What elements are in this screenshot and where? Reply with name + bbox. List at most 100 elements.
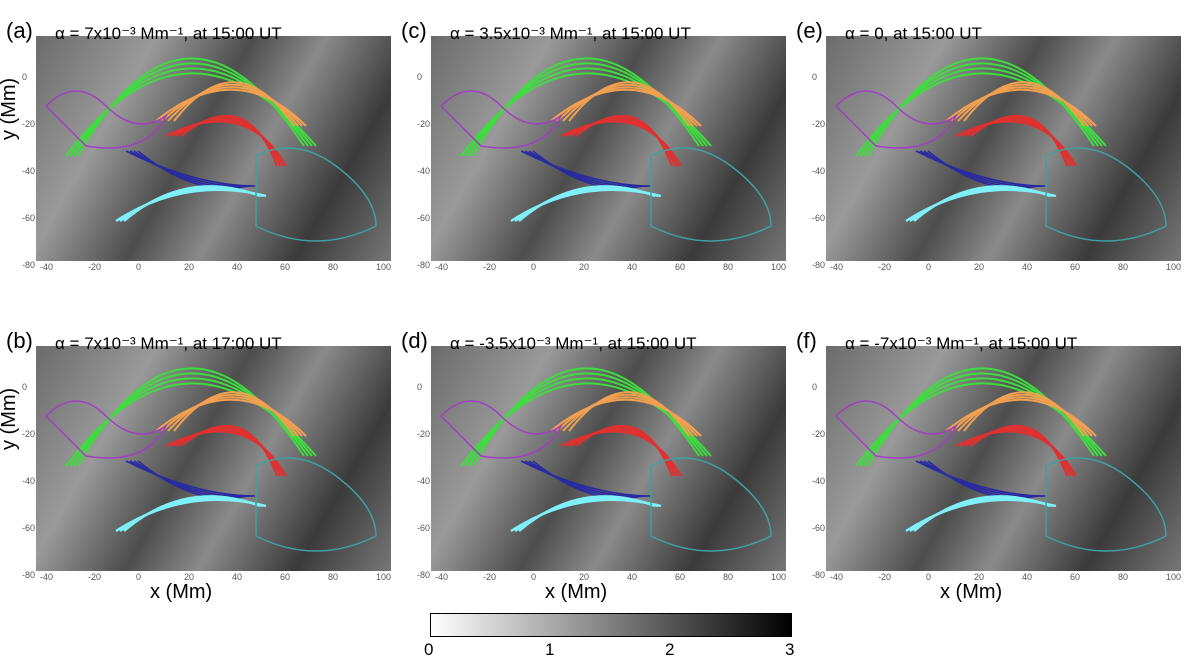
orange-field-line: [550, 88, 702, 127]
x-tick: -40: [40, 262, 54, 272]
x-tick: 0: [926, 572, 932, 582]
panel-label: (f): [796, 328, 817, 353]
x-tick: 60: [675, 262, 686, 272]
cyan-field-line: [909, 496, 1054, 532]
x-tick: 80: [328, 572, 339, 582]
panel-label: (a): [6, 18, 33, 43]
y-tick: -80: [812, 260, 826, 270]
teal-contour: [650, 147, 772, 242]
x-tick: 20: [579, 572, 590, 582]
x-tick: 0: [136, 572, 142, 582]
y-tick: 0: [22, 382, 28, 392]
purple-contour: [44, 90, 168, 149]
panel-e: (e) α = 0, at 15:00 UT 0 -20 -40 -60 -80 -40 -20…: [790, 0, 1185, 300]
x-axis-label: x (Mm): [150, 581, 213, 603]
panel-title: α = 7x10⁻³ Mm⁻¹, at 15:00 UT: [55, 24, 282, 43]
field-lines: [834, 57, 1167, 242]
x-tick: -20: [483, 572, 497, 582]
teal-contour: [255, 457, 377, 552]
cyan-field-line: [913, 185, 1051, 222]
purple-contour: [439, 90, 563, 149]
orange-field-line: [173, 81, 295, 127]
y-tick: -40: [417, 166, 431, 176]
panel-b: (b) α = 7x10⁻³ Mm⁻¹, at 17:00 UT y (Mm) x (…: [0, 310, 395, 610]
cyan-field-line: [123, 495, 261, 532]
x-tick: 40: [1022, 572, 1033, 582]
y-axis-label: y (Mm): [0, 387, 20, 450]
y-tick: -20: [22, 119, 36, 129]
panel-title: α = 0, at 15:00 UT: [845, 24, 982, 43]
orange-field-line: [963, 391, 1085, 437]
teal-contour: [650, 457, 772, 552]
teal-contour: [255, 147, 377, 242]
y-tick: -40: [812, 166, 826, 176]
x-tick: -20: [88, 572, 102, 582]
orange-field-line: [161, 86, 303, 127]
cyan-field-line: [905, 498, 1057, 533]
orange-field-line: [963, 81, 1085, 127]
x-tick: 60: [675, 572, 686, 582]
x-tick: -40: [40, 572, 54, 582]
x-axis-label: x (Mm): [940, 581, 1003, 603]
x-tick: 0: [926, 262, 932, 272]
x-axis-label: x (Mm): [545, 581, 608, 603]
field-lines: [439, 367, 772, 552]
y-tick: 0: [22, 72, 28, 82]
panel-title: α = 7x10⁻³ Mm⁻¹, at 17:00 UT: [55, 334, 282, 353]
y-tick: 0: [417, 382, 423, 392]
x-tick: 100: [771, 262, 787, 272]
y-tick: -40: [417, 476, 431, 486]
x-tick: 100: [376, 262, 392, 272]
purple-contour: [834, 90, 958, 149]
orange-field-line: [957, 83, 1089, 127]
blue-field-line: [927, 150, 1038, 190]
x-tick: 80: [723, 572, 734, 582]
red-field-line: [970, 424, 1068, 477]
orange-field-line: [951, 86, 1093, 127]
x-tick: 20: [974, 572, 985, 582]
red-field-line: [575, 424, 673, 477]
x-tick: -40: [435, 572, 449, 582]
y-tick: -20: [812, 429, 826, 439]
x-tick: 80: [723, 262, 734, 272]
cyan-field-line: [123, 185, 261, 222]
cyan-field-line: [115, 188, 267, 223]
orange-field-line: [161, 396, 303, 437]
x-tick: 0: [531, 572, 537, 582]
y-tick: -60: [22, 213, 36, 223]
colorbar-tick: 3: [785, 640, 795, 659]
y-tick: -80: [417, 260, 431, 270]
cyan-field-line: [514, 186, 659, 222]
panel-a: (a) α = 7x10⁻³ Mm⁻¹, at 15:00 UT y (Mm) 0 -2…: [0, 0, 395, 300]
orange-field-line: [167, 83, 299, 127]
y-tick: -80: [22, 260, 36, 270]
orange-field-line: [550, 398, 702, 437]
green-field-line: [867, 367, 1095, 467]
orange-field-line: [562, 83, 694, 127]
y-tick: -40: [22, 476, 36, 486]
panel-label: (e): [796, 18, 823, 43]
panel-label: (c): [401, 18, 427, 43]
x-tick: 60: [280, 262, 291, 272]
x-tick: -40: [830, 262, 844, 272]
colorbar-tick: 1: [545, 640, 555, 659]
x-tick: -40: [435, 262, 449, 272]
x-tick: 40: [232, 572, 243, 582]
magnetogram-plot: [36, 346, 391, 571]
magnetogram-plot: [826, 346, 1181, 571]
orange-field-line: [945, 398, 1097, 437]
cyan-field-line: [909, 186, 1054, 222]
y-tick: -40: [22, 166, 36, 176]
red-field-line: [180, 114, 278, 167]
panel-label: (b): [6, 328, 33, 353]
y-tick: 0: [417, 72, 423, 82]
cyan-field-line: [913, 495, 1051, 532]
x-tick: 100: [771, 572, 787, 582]
panel-label: (d): [401, 328, 428, 353]
x-tick: 20: [184, 572, 195, 582]
x-tick: -20: [88, 262, 102, 272]
orange-field-line: [173, 391, 295, 437]
purple-contour: [439, 400, 563, 459]
green-field-line: [77, 367, 305, 467]
orange-field-line: [562, 393, 694, 437]
